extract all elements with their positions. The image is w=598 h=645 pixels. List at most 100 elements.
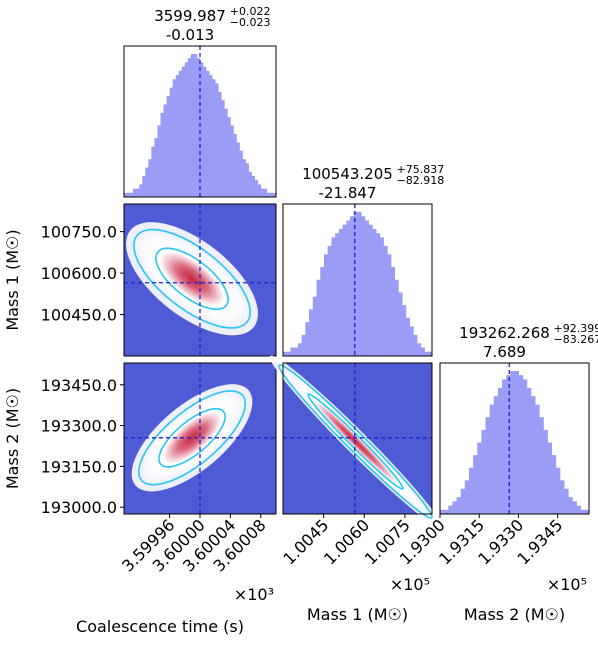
y-tick-label: 193000.0 xyxy=(41,498,117,517)
histogram-bar xyxy=(160,113,163,197)
histogram-bar xyxy=(191,54,194,197)
histogram-panel-tc xyxy=(124,46,276,197)
histogram-bar xyxy=(358,212,362,356)
y-tick-label: 100750.0 xyxy=(41,223,117,242)
histogram-bar xyxy=(224,109,227,197)
histogram-bar xyxy=(560,480,564,514)
histogram-bar xyxy=(197,58,200,197)
histogram-bar xyxy=(568,497,572,514)
histogram-bar xyxy=(246,163,249,197)
histogram-bar xyxy=(218,92,221,197)
histogram-bar xyxy=(185,62,188,197)
title-value: 3599.987 xyxy=(154,7,226,25)
histogram-bar xyxy=(350,216,354,356)
histogram-bar xyxy=(465,480,469,514)
histogram-bar xyxy=(320,267,324,356)
histogram-bar xyxy=(313,297,317,356)
histogram-bar xyxy=(145,168,148,197)
histogram-bar xyxy=(133,189,136,197)
histogram-bar xyxy=(469,468,473,514)
axis-multiplier-tc: ×10³ xyxy=(234,585,274,604)
histogram-bar xyxy=(572,501,576,514)
histogram-bar xyxy=(164,104,167,197)
histogram-bar xyxy=(252,176,255,197)
axis-multiplier-m1: ×10⁵ xyxy=(390,575,430,594)
histogram-bar xyxy=(236,142,239,197)
histogram-bar xyxy=(176,75,179,197)
histogram-bar xyxy=(473,455,477,514)
histogram-bar xyxy=(188,58,191,197)
histogram-bar xyxy=(490,405,494,514)
histogram-bar xyxy=(531,396,535,514)
histogram-bar xyxy=(148,159,151,197)
histogram-bar xyxy=(170,88,173,197)
histogram-bar xyxy=(444,510,448,514)
histogram-bar xyxy=(457,497,461,514)
histogram-bar xyxy=(233,134,236,197)
histogram-bar xyxy=(261,189,264,197)
histogram-bar xyxy=(339,229,343,356)
histogram-bar xyxy=(577,506,581,514)
histogram-bar xyxy=(167,96,170,197)
histogram-bar xyxy=(481,430,485,514)
histogram-bar xyxy=(290,348,294,356)
histogram-bar xyxy=(302,335,306,356)
histogram-bar xyxy=(365,220,369,356)
histogram-bar xyxy=(510,371,514,514)
histogram-bar xyxy=(417,343,421,356)
histogram-bar xyxy=(380,237,384,356)
histogram-bar xyxy=(523,379,527,514)
histogram-bar xyxy=(240,151,243,197)
histogram-bar xyxy=(324,254,328,356)
histogram-bar xyxy=(124,193,127,197)
histogram-bar xyxy=(317,280,321,356)
histogram-bar xyxy=(142,176,145,197)
y-axis-label-m2: Mass 2 (M☉) xyxy=(3,388,22,489)
histogram-bar xyxy=(287,352,291,356)
y-tick-label: 193450.0 xyxy=(41,376,117,395)
histogram-bar xyxy=(461,489,465,514)
title-err-minus: −82.918 xyxy=(397,174,445,187)
y-tick-label: 100450.0 xyxy=(41,306,117,325)
histogram-bar xyxy=(335,233,339,356)
histogram-bar xyxy=(151,147,154,197)
param-title-tc: 3599.987 xyxy=(154,7,226,25)
histogram-bar xyxy=(331,237,335,356)
histogram-bar xyxy=(136,189,139,197)
histogram-bar xyxy=(494,396,498,514)
histogram-bar xyxy=(267,193,270,197)
histogram-bar xyxy=(506,375,510,514)
histogram-bar xyxy=(581,510,585,514)
histogram-bar xyxy=(548,443,552,515)
histogram-bar xyxy=(255,180,258,197)
histogram-bar xyxy=(215,83,218,197)
histogram-bar xyxy=(539,417,543,514)
density-panel-m1-m2 xyxy=(262,348,449,535)
histogram-bar xyxy=(127,193,130,197)
x-axis-label-m1: Mass 1 (M☉) xyxy=(307,605,408,624)
histogram-bar xyxy=(564,489,568,514)
histogram-bar xyxy=(182,67,185,197)
histogram-bar xyxy=(346,220,350,356)
histogram-bar xyxy=(139,184,142,197)
y-tick-label: 193150.0 xyxy=(41,457,117,476)
histogram-bar xyxy=(194,54,197,197)
histogram-bar xyxy=(398,292,402,356)
histogram-bar xyxy=(448,506,452,514)
histogram-bar xyxy=(498,388,502,514)
histogram-bar xyxy=(425,352,429,356)
histogram-bar xyxy=(305,322,309,356)
x-axis-label-tc: Coalescence time (s) xyxy=(76,617,244,636)
histogram-bar xyxy=(283,352,287,356)
histogram-bar xyxy=(230,126,233,198)
param-title-m1: 100543.205 xyxy=(302,165,393,183)
title-second-line: -21.847 xyxy=(319,184,377,202)
histogram-bar xyxy=(519,375,523,514)
y-axis-label-m1: Mass 1 (M☉) xyxy=(3,229,22,330)
histogram-bar xyxy=(372,229,376,356)
density-panel-tc-m2 xyxy=(114,363,276,514)
histogram-bar xyxy=(402,305,406,356)
histogram-bar xyxy=(452,501,456,514)
title-value: 193262.268 xyxy=(459,324,550,342)
